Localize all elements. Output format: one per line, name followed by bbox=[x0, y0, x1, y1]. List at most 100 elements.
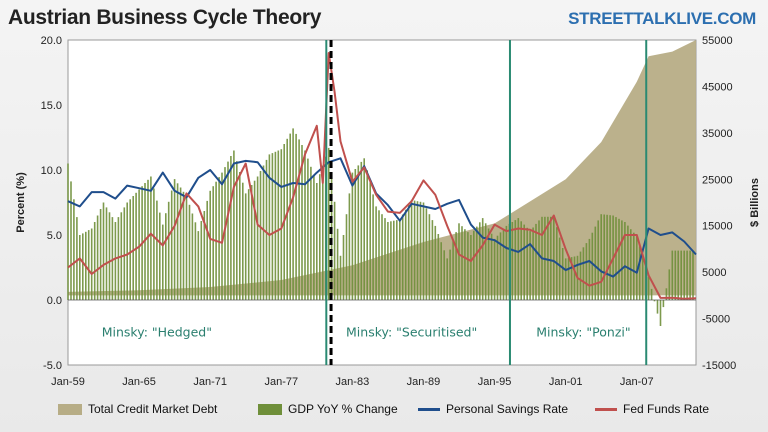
regime-lines-layer bbox=[325, 40, 648, 365]
gdp-bar bbox=[665, 288, 668, 300]
gdp-bar bbox=[333, 201, 336, 300]
y-right-axis-title: $ Billions bbox=[749, 178, 761, 227]
gdp-bar bbox=[467, 232, 469, 300]
legend-swatch bbox=[418, 407, 440, 411]
gdp-bar bbox=[573, 256, 576, 300]
gdp-bar bbox=[188, 204, 191, 300]
gdp-bar bbox=[490, 233, 493, 300]
gdp-bar bbox=[538, 220, 540, 300]
gdp-bar bbox=[242, 182, 244, 300]
gdp-bar bbox=[250, 185, 253, 300]
gdp-bar bbox=[93, 222, 96, 300]
gdp-bar bbox=[363, 158, 365, 300]
gdp-bar bbox=[496, 235, 499, 300]
gdp-bar bbox=[298, 139, 300, 300]
gdp-bar bbox=[221, 172, 223, 300]
gdp-bar bbox=[265, 159, 268, 300]
series-lines-layer bbox=[67, 52, 697, 301]
gdp-bar bbox=[256, 176, 259, 300]
gdp-bar bbox=[407, 204, 410, 300]
legend-label: Fed Funds Rate bbox=[623, 402, 710, 416]
gdp-bar bbox=[150, 176, 152, 300]
gdp-bar bbox=[271, 153, 274, 300]
gdp-bar bbox=[479, 222, 481, 300]
gdp-bar bbox=[247, 189, 250, 300]
gdp-bar bbox=[200, 221, 203, 300]
legend: Total Credit Market Debt GDP YoY % Change… bbox=[0, 402, 768, 418]
gdp-bar bbox=[630, 229, 632, 300]
y-left-tick-label: 0.0 bbox=[47, 295, 62, 307]
gdp-bar bbox=[67, 163, 69, 300]
gdp-bar bbox=[443, 250, 445, 300]
gdp-bar bbox=[295, 133, 297, 300]
chart-title: Austrian Business Cycle Theory bbox=[8, 6, 322, 29]
gdp-bar bbox=[499, 232, 502, 300]
gdp-bar bbox=[310, 166, 312, 301]
gdp-bar bbox=[176, 183, 179, 300]
gdp-bar bbox=[431, 220, 434, 300]
gdp-bar bbox=[185, 196, 188, 300]
x-tick-label: Jan-89 bbox=[407, 376, 441, 388]
gdp-bar bbox=[570, 257, 573, 300]
gdp-bar bbox=[689, 250, 691, 300]
gdp-bar bbox=[159, 212, 161, 300]
gdp-bar bbox=[227, 161, 229, 300]
gdp-bar bbox=[659, 300, 662, 326]
minsky-annotation: Minsky: "Securitised" bbox=[346, 324, 477, 339]
gdp-bar bbox=[633, 232, 635, 300]
gdp-bar bbox=[603, 214, 605, 300]
gdp-bar bbox=[615, 217, 617, 300]
gdp-bar bbox=[502, 229, 505, 300]
gdp-bar bbox=[390, 221, 392, 300]
axes-layer: 20.0 15.0 10.0 5.0 0.0 -5.0 55000 45000 35000 250… bbox=[15, 35, 761, 388]
gdp-bar bbox=[464, 229, 466, 300]
gdp-bar bbox=[351, 172, 354, 300]
gdp-bar bbox=[162, 224, 164, 300]
gdp-bar bbox=[419, 201, 422, 300]
legend-item: GDP YoY % Change bbox=[258, 402, 398, 416]
gdp-bar bbox=[656, 300, 659, 314]
gdp-bar bbox=[674, 250, 677, 300]
y-right-tick-label: 45000 bbox=[702, 81, 733, 93]
gdp-bar bbox=[505, 225, 508, 300]
gdp-bar bbox=[393, 220, 395, 300]
gdp-bar bbox=[259, 171, 262, 300]
gdp-bar bbox=[82, 233, 84, 300]
gdp-bar bbox=[316, 183, 318, 300]
gdp-bar bbox=[381, 214, 383, 300]
gdp-bar bbox=[173, 179, 176, 300]
gdp-bar bbox=[342, 235, 345, 300]
gdp-bar bbox=[547, 216, 549, 300]
gdp-bar bbox=[484, 223, 487, 300]
annotation-layer: Minsky: "Hedged" Minsky: "Securitised" Min… bbox=[102, 324, 631, 339]
gdp-bar bbox=[591, 232, 594, 300]
gdp-bar bbox=[600, 214, 602, 300]
gdp-bar bbox=[404, 209, 407, 300]
gdp-bar bbox=[336, 228, 339, 300]
x-tick-label: Jan-77 bbox=[264, 376, 298, 388]
gdp-bar bbox=[90, 228, 93, 300]
gdp-bar bbox=[114, 222, 117, 300]
gdp-bar bbox=[236, 161, 238, 300]
legend-item: Personal Savings Rate bbox=[418, 402, 568, 416]
x-tick-label: Jan-83 bbox=[336, 376, 370, 388]
gdp-bar bbox=[244, 193, 247, 300]
gdp-bar bbox=[319, 174, 321, 300]
gdp-bar bbox=[156, 200, 158, 300]
gdp-bar bbox=[553, 216, 555, 300]
gdp-bar bbox=[233, 150, 235, 300]
gdp-bar bbox=[627, 225, 629, 300]
gdp-bar bbox=[677, 250, 679, 300]
gdp-bar bbox=[425, 208, 428, 300]
gdp-bar bbox=[641, 256, 644, 300]
minsky-annotation: Minsky: "Ponzi" bbox=[536, 324, 630, 339]
brand-logo-text: STREETTALKLIVE.COM bbox=[568, 9, 756, 28]
gdp-bar bbox=[550, 216, 552, 300]
legend-label: Total Credit Market Debt bbox=[88, 402, 218, 416]
chart-svg: 20.0 15.0 10.0 5.0 0.0 -5.0 55000 45000 35000 250… bbox=[15, 35, 761, 388]
gdp-bar bbox=[529, 231, 531, 300]
gdp-bar bbox=[307, 158, 309, 300]
y-left-tick-label: 20.0 bbox=[41, 35, 62, 47]
y-left-tick-label: 10.0 bbox=[41, 165, 62, 177]
gdp-bar bbox=[277, 150, 280, 300]
